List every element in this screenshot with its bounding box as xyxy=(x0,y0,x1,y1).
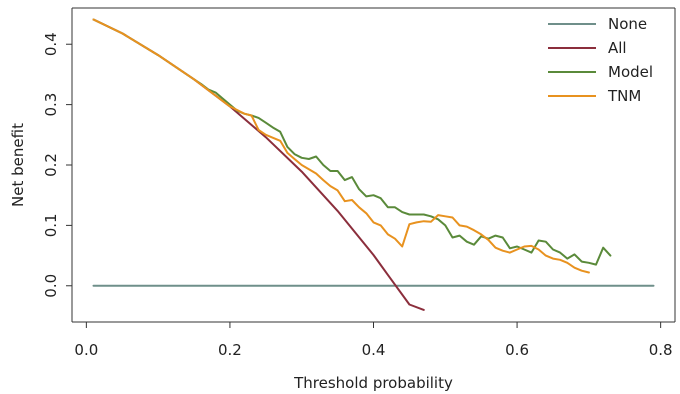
legend-label-model: Model xyxy=(608,63,653,81)
x-axis-title: Threshold probability xyxy=(293,374,453,392)
legend-label-tnm: TNM xyxy=(607,87,641,105)
series-line-all xyxy=(92,18,425,311)
plot-box xyxy=(71,7,676,323)
y-tick-label: 0.0 xyxy=(42,274,60,298)
y-axis-ticks: 0.0 0.1 0.2 0.3 0.4 xyxy=(42,32,72,298)
y-tick-label: 0.3 xyxy=(42,93,60,117)
y-tick-label: 0.4 xyxy=(42,32,60,56)
x-tick-label: 0.4 xyxy=(362,341,386,359)
x-tick-label: 0.2 xyxy=(218,341,242,359)
series-layer xyxy=(92,18,655,311)
legend-label-none: None xyxy=(608,15,647,33)
x-tick-label: 0.6 xyxy=(505,341,529,359)
x-tick-label: 0.0 xyxy=(74,341,98,359)
y-tick-label: 0.1 xyxy=(42,213,60,237)
y-tick-label: 0.2 xyxy=(42,153,60,177)
series-line-tnm xyxy=(92,18,590,274)
y-axis-title: Net benefit xyxy=(9,123,27,207)
legend-label-all: All xyxy=(608,39,627,57)
x-axis-ticks: 0.0 0.2 0.4 0.6 0.8 xyxy=(74,322,673,359)
legend: None All Model TNM xyxy=(548,15,653,105)
x-tick-label: 0.8 xyxy=(649,341,673,359)
